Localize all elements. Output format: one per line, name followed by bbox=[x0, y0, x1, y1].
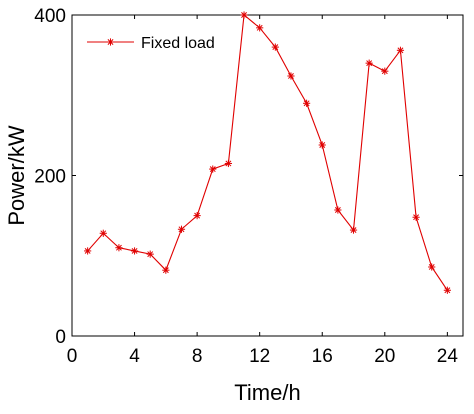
legend-marker bbox=[106, 38, 115, 46]
data-point bbox=[130, 247, 139, 255]
marker-stroke bbox=[413, 214, 420, 221]
data-point bbox=[224, 159, 232, 168]
data-point bbox=[146, 250, 154, 258]
data-point bbox=[84, 247, 92, 255]
data-point bbox=[396, 46, 405, 54]
data-point bbox=[240, 11, 248, 19]
x-axis-label: Time/h bbox=[234, 380, 300, 405]
marker-stroke bbox=[162, 267, 169, 274]
data-point bbox=[177, 225, 186, 233]
data-point bbox=[428, 263, 436, 271]
data-point bbox=[271, 43, 279, 51]
marker-stroke bbox=[319, 142, 326, 148]
marker-stroke bbox=[107, 39, 114, 45]
plot-frame bbox=[71, 14, 464, 337]
x-tick-label: 8 bbox=[192, 346, 203, 367]
marker-stroke bbox=[194, 212, 201, 219]
marker-stroke bbox=[147, 251, 154, 258]
y-tick-label: 400 bbox=[34, 6, 66, 27]
marker-stroke bbox=[334, 207, 341, 213]
y-tick-label: 0 bbox=[55, 327, 66, 348]
x-tick-label: 20 bbox=[374, 346, 395, 367]
marker-stroke bbox=[397, 47, 404, 54]
legend: Fixed load bbox=[87, 35, 215, 52]
data-point bbox=[443, 286, 451, 294]
marker-stroke bbox=[428, 264, 435, 270]
series-line bbox=[87, 13, 448, 291]
marker-stroke bbox=[444, 287, 451, 294]
data-point bbox=[349, 226, 358, 234]
data-point bbox=[381, 67, 389, 75]
legend-label: Fixed load bbox=[141, 35, 215, 52]
x-tick-label: 0 bbox=[67, 346, 78, 367]
ticks: 0 4 8 12 16 20 24 0 200 400 bbox=[34, 6, 463, 367]
data-point bbox=[318, 141, 326, 149]
x-tick-label: 12 bbox=[249, 346, 270, 367]
marker-stroke bbox=[100, 230, 107, 237]
marker-stroke bbox=[350, 227, 357, 234]
x-tick-label: 4 bbox=[129, 346, 140, 367]
marker-stroke bbox=[225, 160, 232, 167]
data-point bbox=[365, 59, 373, 67]
marker-stroke bbox=[256, 24, 263, 31]
data-point bbox=[256, 24, 264, 32]
data-point bbox=[162, 266, 170, 274]
series-fixed-load bbox=[84, 11, 451, 294]
axes bbox=[71, 14, 464, 337]
data-point bbox=[115, 244, 123, 252]
marker-stroke bbox=[241, 12, 247, 18]
x-tick-label: 16 bbox=[312, 346, 333, 367]
data-point bbox=[99, 229, 107, 237]
marker-stroke bbox=[272, 44, 279, 51]
marker-stroke bbox=[209, 166, 216, 173]
data-point bbox=[334, 206, 342, 214]
data-point bbox=[287, 72, 295, 80]
x-tick-label: 24 bbox=[437, 346, 459, 367]
marker-stroke bbox=[366, 60, 373, 67]
data-point bbox=[303, 99, 311, 107]
y-axis-label: Power/kW bbox=[4, 125, 29, 225]
marker-stroke bbox=[381, 68, 388, 75]
data-point bbox=[193, 212, 201, 220]
data-point bbox=[209, 165, 217, 173]
marker-stroke bbox=[288, 73, 294, 79]
data-point bbox=[412, 213, 420, 221]
marker-stroke bbox=[84, 247, 91, 254]
marker-stroke bbox=[131, 247, 138, 254]
y-tick-label: 200 bbox=[34, 167, 66, 188]
marker-stroke bbox=[303, 100, 310, 107]
marker-stroke bbox=[178, 226, 185, 233]
marker-stroke bbox=[115, 244, 122, 251]
